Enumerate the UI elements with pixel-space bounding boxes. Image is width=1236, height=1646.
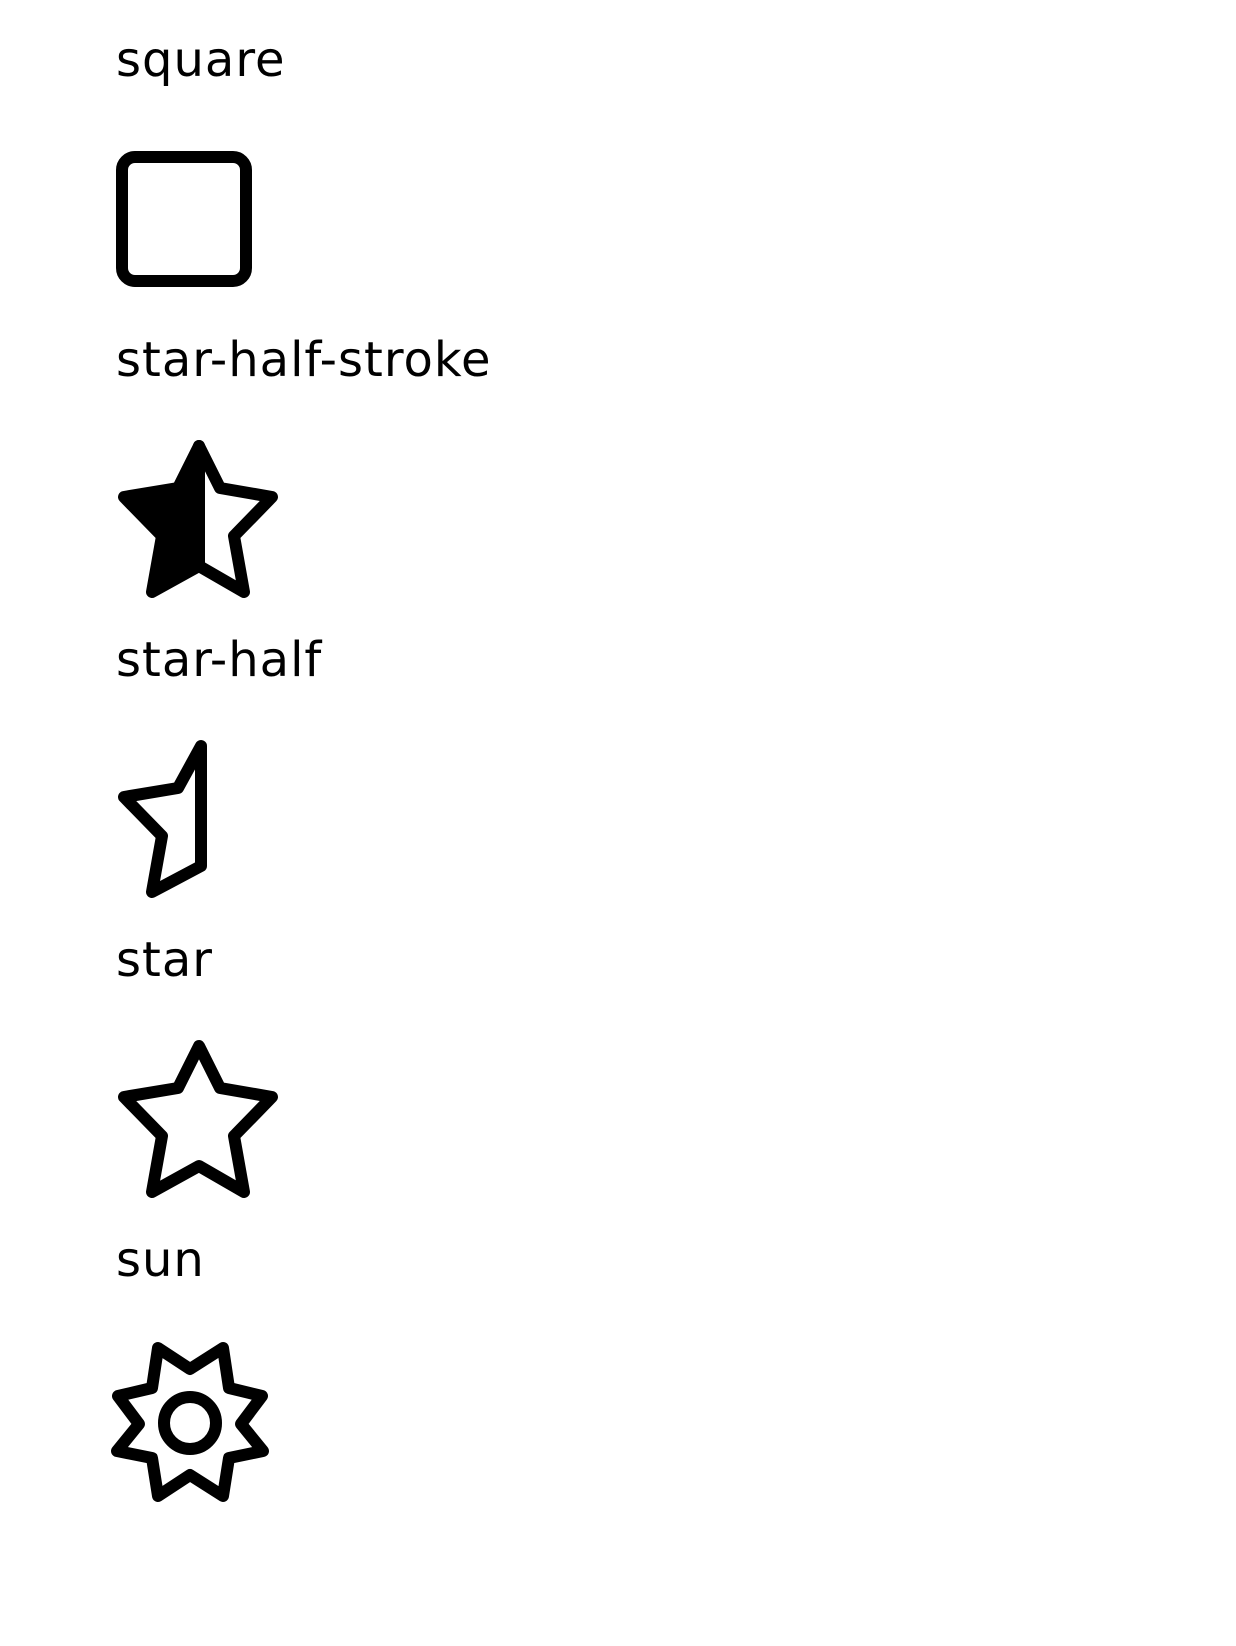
icon-entry-square: square — [116, 0, 1016, 300]
icon-entry-sun: sun — [111, 1200, 1016, 1502]
icon-label: star — [116, 932, 213, 988]
star-half-icon — [116, 740, 286, 920]
icon-entry-star-half: star-half — [116, 600, 1016, 900]
sun-icon — [111, 1342, 286, 1520]
star-half-stroke-icon — [116, 440, 286, 620]
icon-label: star-half — [116, 632, 323, 688]
icon-label: sun — [116, 1232, 205, 1288]
icon-label: square — [116, 32, 286, 88]
icon-entry-star-half-stroke: star-half-stroke — [116, 300, 1016, 600]
square-icon — [116, 150, 286, 320]
star-icon — [116, 1040, 286, 1220]
icon-label: star-half-stroke — [116, 332, 492, 388]
icon-entry-star: star — [116, 900, 1016, 1200]
